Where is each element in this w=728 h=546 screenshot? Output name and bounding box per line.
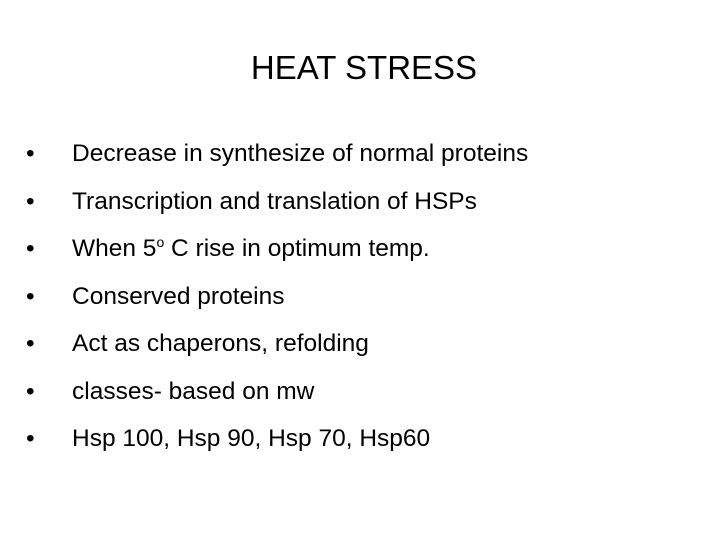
bullet-dot: •	[26, 140, 35, 167]
text-part: C rise in optimum temp.	[164, 235, 430, 262]
bullet-text: classes- based on mw	[72, 374, 314, 410]
bullet-text: When 5o C rise in optimum temp.	[72, 231, 430, 267]
bullet-dot: •	[26, 187, 35, 215]
text-part: When 5	[72, 235, 157, 262]
bullet-text: Hsp 100, Hsp 90, Hsp 70, Hsp60	[72, 421, 430, 457]
slide-title: HEAT STRESS	[250, 49, 478, 86]
text-part: Act as chaperons, refolding	[72, 330, 369, 357]
bullet-text: Conserved proteins	[72, 279, 284, 315]
text-part: Hsp 100, Hsp 90, Hsp 70, Hsp60	[72, 425, 431, 452]
bullet-text: Act as chaperons, refolding	[72, 326, 369, 362]
text-part: classes- based on mw	[72, 377, 315, 405]
bullet-text: Decrease in synthesize of normal protein…	[72, 136, 528, 172]
text-part: Conserved proteins	[72, 282, 285, 310]
bullet-dot: •	[26, 330, 35, 357]
bullet-dot: •	[26, 235, 35, 262]
bullet-dot: •	[26, 377, 35, 405]
superscript: o	[156, 234, 165, 250]
bullet-item: • classes- based on mw	[26, 374, 716, 422]
bullet-item: • Decrease in synthesize of normal protei…	[26, 136, 716, 184]
text-part: Transcription and translation of HSPs	[72, 187, 477, 215]
bullet-item: • Conserved proteins	[26, 279, 716, 327]
bullet-dot: •	[26, 425, 35, 452]
bullet-item: • Hsp 100, Hsp 90, Hsp 70, Hsp60	[26, 421, 716, 469]
bullet-item: • When 5o C rise in optimum temp.	[26, 231, 716, 279]
bullet-item: • Transcription and translation of HSPs	[26, 184, 716, 232]
text-part: Decrease in synthesize of normal protein…	[72, 140, 529, 167]
bullet-item: • Act as chaperons, refolding	[26, 326, 716, 374]
bullet-dot: •	[26, 282, 35, 310]
bullet-list: • Decrease in synthesize of normal protei…	[26, 136, 716, 469]
bullet-text: Transcription and translation of HSPs	[72, 184, 477, 220]
